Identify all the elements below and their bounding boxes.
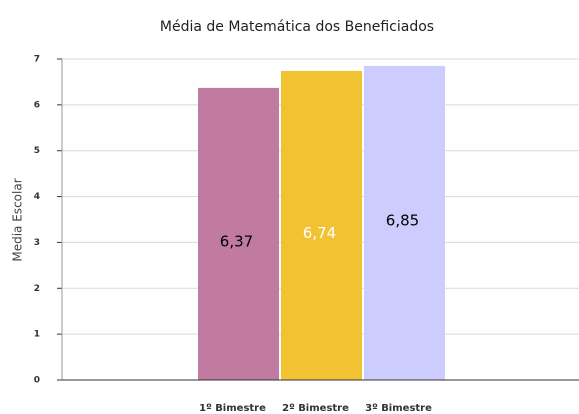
- x-tick-label: 2º Bimestre: [282, 403, 349, 414]
- value-label: 6,85: [386, 211, 419, 229]
- bar: [281, 70, 362, 381]
- bar: [198, 87, 279, 380]
- y-tick-label: 3: [34, 238, 40, 248]
- y-axis-title: Media Escolar: [11, 178, 25, 261]
- x-tick-label: 3º Bimestre: [365, 403, 432, 414]
- y-tick-label: 6: [34, 100, 40, 110]
- value-label: 6,37: [220, 232, 253, 250]
- y-tick-label: 5: [34, 146, 40, 156]
- chart-title: Média de Matemática dos Beneficiados: [160, 19, 434, 35]
- y-tick-label: 7: [34, 55, 40, 65]
- bar: [364, 65, 445, 380]
- y-tick-label: 4: [34, 192, 40, 202]
- x-tick-label: 1º Bimestre: [199, 403, 266, 414]
- y-tick-label: 2: [34, 284, 40, 294]
- y-tick-label: 0: [34, 376, 40, 386]
- y-tick-label: 1: [34, 330, 40, 340]
- value-label: 6,74: [303, 224, 336, 242]
